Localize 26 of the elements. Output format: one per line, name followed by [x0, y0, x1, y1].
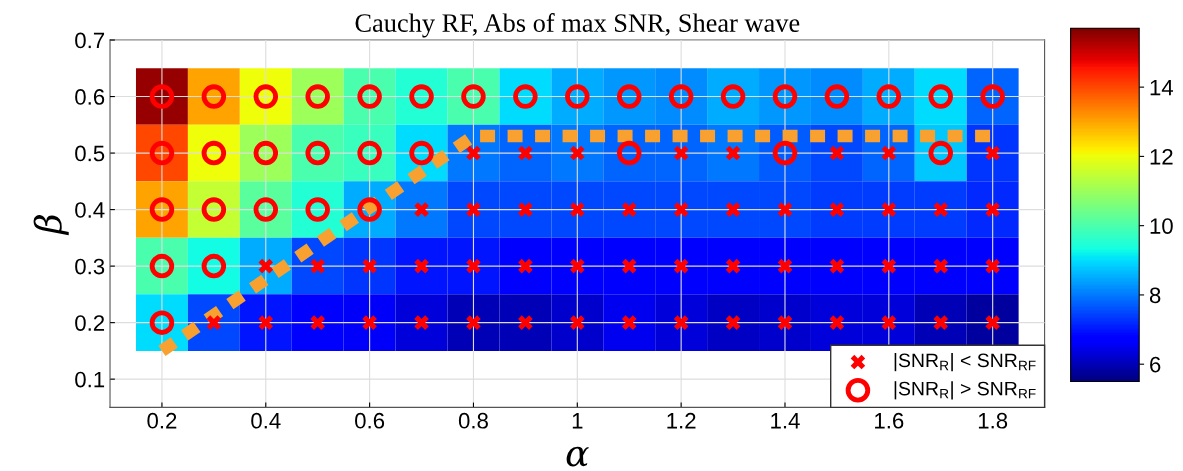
chart-title: Cauchy RF, Abs of max SNR, Shear wave: [355, 13, 800, 38]
y-tick-label: 0.3: [75, 258, 105, 275]
color-bar-label: 12: [1150, 148, 1173, 165]
x-tick-label: 0.4: [251, 412, 281, 429]
x-tick-label: 0.6: [355, 412, 385, 429]
x-tick-label: 1.8: [978, 412, 1008, 429]
y-axis-title: β: [33, 215, 69, 236]
color-bar-label: 6: [1150, 356, 1161, 373]
color-bar-label: 10: [1150, 218, 1173, 234]
y-tick-label: 0.1: [75, 371, 105, 388]
y-tick-label: 0.6: [75, 89, 105, 105]
color-bar-label: 14: [1150, 79, 1174, 96]
x-tick-label: 1: [572, 413, 583, 429]
x-tick-label: 1.4: [771, 413, 800, 429]
y-tick-label: 0.4: [75, 202, 105, 218]
x-tick-label: 0.2: [147, 412, 177, 429]
y-tick-label: 0.5: [75, 145, 105, 162]
x-tick-label: 1.6: [875, 412, 904, 429]
y-tick-label: 0.2: [75, 315, 105, 331]
x-tick-label: 0.8: [458, 412, 488, 429]
legend-label: |SNR$_{R}$| < SNR$_{RF}$: [894, 352, 1036, 372]
x-axis-title: α: [566, 446, 589, 467]
legend-label: |SNR$_{R}$| > SNR$_{RF}$: [894, 381, 1036, 400]
color-bar-label: 8: [1149, 287, 1161, 304]
y-tick-label: 0.7: [75, 32, 105, 49]
x-tick-label: 1.2: [667, 412, 696, 429]
